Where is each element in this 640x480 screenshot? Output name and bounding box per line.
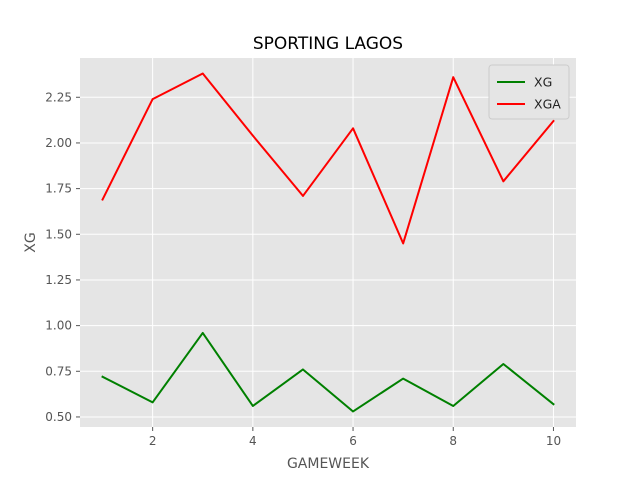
y-tick-label: 2.25	[45, 90, 72, 104]
axis-ticks: 2 4 6 8 10 0.50 0.75 1.00 1.25 1.50 1.75 2.00 2.25	[45, 90, 561, 448]
x-tick-label: 4	[249, 434, 257, 448]
legend-frame	[488, 64, 570, 120]
y-tick-label: 1.50	[45, 227, 72, 241]
series-line-xg	[101, 331, 555, 413]
y-tick-label: 1.75	[45, 182, 72, 196]
y-tick-label: 0.50	[45, 410, 72, 424]
x-tick-label: 2	[149, 434, 157, 448]
chart-title: SPORTING LAGOS	[253, 34, 403, 54]
x-tick-label: 10	[546, 434, 561, 448]
x-axis-label: GAMEWEEK	[287, 456, 370, 472]
y-tick-label: 0.75	[45, 364, 72, 378]
y-axis-label: XG	[23, 232, 39, 252]
series-line-xga	[101, 72, 555, 245]
legend-label-xg: XG	[534, 75, 552, 90]
y-tick-label: 1.25	[45, 273, 72, 287]
x-tick-label: 6	[349, 434, 357, 448]
y-tick-label: 2.00	[45, 136, 72, 150]
legend-label-xga: XGA	[534, 97, 561, 112]
y-tick-label: 1.00	[45, 319, 72, 333]
series-layer	[101, 72, 555, 413]
legend: XG XGA	[488, 64, 570, 120]
x-tick-label: 8	[449, 434, 457, 448]
